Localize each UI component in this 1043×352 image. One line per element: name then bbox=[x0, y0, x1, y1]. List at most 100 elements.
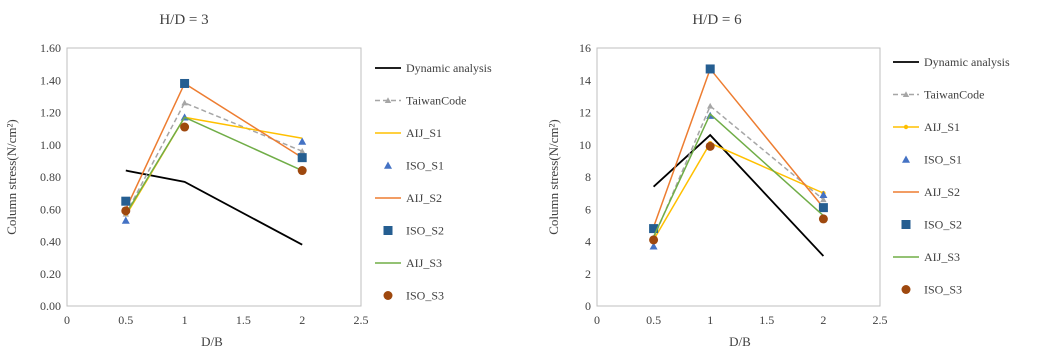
series-aij-s1 bbox=[651, 140, 826, 243]
legend-item: ISO_S3 bbox=[901, 283, 962, 297]
data-point bbox=[180, 122, 190, 132]
data-point bbox=[297, 166, 307, 176]
legend-item: AIJ_S1 bbox=[893, 120, 960, 134]
chart-title: H/D = 6 bbox=[692, 12, 742, 28]
data-point bbox=[121, 216, 130, 224]
y-tick-label: 0.00 bbox=[40, 299, 61, 313]
data-point bbox=[707, 102, 714, 109]
legend-label: ISO_S1 bbox=[406, 159, 444, 173]
legend-item: ISO_S3 bbox=[383, 289, 444, 303]
y-tick-label: 12 bbox=[579, 106, 591, 120]
legend-label: AIJ_S2 bbox=[406, 191, 442, 205]
y-axis-label: Column stress(N/cm²) bbox=[4, 119, 19, 234]
y-tick-label: 1.40 bbox=[40, 73, 61, 87]
series-iso-s2 bbox=[121, 78, 307, 206]
x-axis-label: D/B bbox=[729, 334, 751, 349]
y-tick-label: 14 bbox=[579, 73, 591, 87]
y-tick-label: 0.60 bbox=[40, 202, 61, 216]
data-point bbox=[820, 196, 827, 203]
data-point bbox=[649, 224, 659, 234]
legend-item: ISO_S1 bbox=[384, 159, 444, 173]
series-aij-s3 bbox=[652, 112, 824, 237]
series-iso-s3 bbox=[649, 141, 828, 245]
legend-label: TaiwanCode bbox=[924, 88, 984, 102]
data-point bbox=[180, 78, 190, 88]
legend-label: AIJ_S2 bbox=[924, 185, 960, 199]
series-iso-s3 bbox=[121, 122, 307, 216]
legend-label: AIJ_S1 bbox=[924, 120, 960, 134]
series-dynamic-analysis bbox=[125, 169, 303, 246]
series-aij-s2 bbox=[652, 67, 824, 228]
x-tick-label: 1.5 bbox=[236, 313, 251, 327]
legend-item: AIJ_S3 bbox=[375, 256, 442, 270]
legend-marker bbox=[384, 97, 392, 104]
legend-item: AIJ_S2 bbox=[893, 185, 960, 199]
y-tick-label: 1.60 bbox=[40, 41, 61, 55]
legend-marker bbox=[901, 285, 911, 294]
legend-marker bbox=[903, 124, 909, 130]
legend-marker bbox=[383, 226, 393, 235]
series-iso-s2 bbox=[649, 64, 828, 234]
series-line bbox=[652, 133, 825, 257]
x-tick-label: 2.5 bbox=[354, 313, 369, 327]
x-tick-label: 2.5 bbox=[873, 313, 888, 327]
legend-item: ISO_S2 bbox=[901, 218, 962, 232]
x-axis-label: D/B bbox=[201, 334, 223, 349]
series-aij-s2 bbox=[125, 82, 303, 210]
series-line bbox=[652, 112, 824, 237]
y-tick-label: 4 bbox=[585, 235, 591, 249]
legend-marker bbox=[902, 91, 910, 98]
data-point bbox=[121, 196, 131, 206]
legend-label: ISO_S3 bbox=[406, 289, 444, 303]
series-line bbox=[125, 101, 303, 215]
y-tick-label: 0.80 bbox=[40, 170, 61, 184]
x-tick-label: 2 bbox=[299, 313, 305, 327]
data-point bbox=[299, 148, 306, 154]
series-line bbox=[125, 82, 303, 210]
series-taiwancode bbox=[650, 102, 827, 241]
data-point bbox=[297, 153, 307, 163]
y-tick-label: 6 bbox=[585, 202, 591, 216]
chart-title: H/D = 3 bbox=[159, 12, 208, 28]
series-line bbox=[652, 104, 824, 239]
x-tick-label: 0.5 bbox=[118, 313, 133, 327]
series-aij-s1 bbox=[125, 116, 303, 217]
y-tick-label: 0 bbox=[585, 299, 591, 313]
data-point bbox=[649, 235, 659, 245]
y-tick-label: 0.20 bbox=[40, 267, 61, 281]
y-axis-label: Column stress(N/cm²) bbox=[546, 119, 561, 234]
y-tick-label: 1.00 bbox=[40, 138, 61, 152]
x-tick-label: 0 bbox=[594, 313, 600, 327]
y-tick-label: 0.40 bbox=[40, 235, 61, 249]
data-point bbox=[819, 190, 828, 198]
series-line bbox=[652, 67, 824, 228]
series-line bbox=[125, 116, 303, 217]
x-tick-label: 2 bbox=[820, 313, 826, 327]
legend-label: ISO_S2 bbox=[406, 224, 444, 238]
chart-1: H/D = 3 D/B Column stress(N/cm²) 0.00 0.20 0.… bbox=[4, 12, 492, 349]
legend-item: AIJ_S1 bbox=[375, 126, 442, 140]
legend-item: TaiwanCode bbox=[893, 88, 984, 102]
data-point bbox=[705, 141, 715, 151]
legend-label: AIJ_S3 bbox=[924, 250, 960, 264]
legend-label: Dynamic analysis bbox=[406, 61, 492, 75]
series-line bbox=[125, 116, 303, 215]
series-aij-s3 bbox=[125, 116, 303, 215]
plot-area bbox=[66, 47, 362, 307]
plot-area bbox=[596, 47, 881, 307]
legend-label: ISO_S3 bbox=[924, 283, 962, 297]
data-point bbox=[121, 206, 131, 216]
legend-item: ISO_S2 bbox=[383, 224, 444, 238]
series-line bbox=[125, 169, 303, 246]
x-tick-label: 1.5 bbox=[759, 313, 774, 327]
x-tick-label: 1 bbox=[182, 313, 188, 327]
legend-marker bbox=[902, 155, 910, 163]
x-tick-label: 1 bbox=[707, 313, 713, 327]
legend-item: TaiwanCode bbox=[375, 94, 466, 108]
legend-marker bbox=[901, 220, 911, 229]
data-point bbox=[298, 137, 307, 145]
y-tick-label: 16 bbox=[579, 41, 591, 55]
y-tick-label: 10 bbox=[579, 138, 591, 152]
